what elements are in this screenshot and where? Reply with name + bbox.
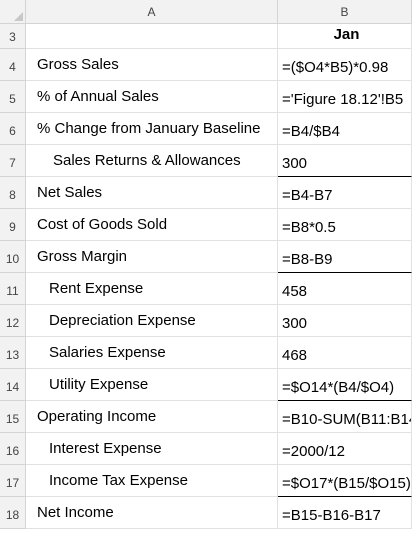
sheet-row-3: 3 Jan xyxy=(0,24,412,49)
select-all-triangle-icon xyxy=(14,12,23,21)
cell-a17[interactable]: Income Tax Expense xyxy=(26,465,278,497)
row-header[interactable]: 14 xyxy=(0,369,26,401)
cell-b11[interactable]: 458 xyxy=(278,273,412,305)
cell-b5[interactable]: ='Figure 18.12'!B5 xyxy=(278,81,412,113)
rows-container: 3 Jan 4 Gross Sales =($O4*B5)*0.98 5 % o… xyxy=(0,24,412,529)
cell-a3[interactable] xyxy=(26,24,278,49)
row-header[interactable]: 13 xyxy=(0,337,26,369)
cell-a12[interactable]: Depreciation Expense xyxy=(26,305,278,337)
cell-b7[interactable]: 300 xyxy=(278,145,412,177)
cell-a18[interactable]: Net Income xyxy=(26,497,278,529)
cell-b14[interactable]: =$O14*(B4/$O4) xyxy=(278,369,412,401)
sheet-row-7: 7 Sales Returns & Allowances 300 xyxy=(0,145,412,177)
row-header[interactable]: 3 xyxy=(0,24,26,49)
cell-b3[interactable]: Jan xyxy=(278,24,412,49)
cell-b10[interactable]: =B8-B9 xyxy=(278,241,412,273)
cell-a6[interactable]: % Change from January Baseline xyxy=(26,113,278,145)
cell-a8[interactable]: Net Sales xyxy=(26,177,278,209)
cell-a13[interactable]: Salaries Expense xyxy=(26,337,278,369)
cell-a11[interactable]: Rent Expense xyxy=(26,273,278,305)
row-header[interactable]: 5 xyxy=(0,81,26,113)
sheet-row-6: 6 % Change from January Baseline =B4/$B4 xyxy=(0,113,412,145)
cell-b18[interactable]: =B15-B16-B17 xyxy=(278,497,412,529)
row-header[interactable]: 12 xyxy=(0,305,26,337)
row-header[interactable]: 6 xyxy=(0,113,26,145)
cell-b6[interactable]: =B4/$B4 xyxy=(278,113,412,145)
row-header[interactable]: 7 xyxy=(0,145,26,177)
row-header[interactable]: 9 xyxy=(0,209,26,241)
row-header[interactable]: 11 xyxy=(0,273,26,305)
cell-a16[interactable]: Interest Expense xyxy=(26,433,278,465)
cell-a10[interactable]: Gross Margin xyxy=(26,241,278,273)
cell-b4[interactable]: =($O4*B5)*0.98 xyxy=(278,49,412,81)
row-header[interactable]: 10 xyxy=(0,241,26,273)
cell-a5[interactable]: % of Annual Sales xyxy=(26,81,278,113)
column-header-b[interactable]: B xyxy=(278,0,412,24)
cell-b16[interactable]: =2000/12 xyxy=(278,433,412,465)
sheet-row-17: 17 Income Tax Expense =$O17*(B15/$O15) xyxy=(0,465,412,497)
cell-b17[interactable]: =$O17*(B15/$O15) xyxy=(278,465,412,497)
sheet-row-10: 10 Gross Margin =B8-B9 xyxy=(0,241,412,273)
cell-b15[interactable]: =B10-SUM(B11:B14) xyxy=(278,401,412,433)
sheet-row-9: 9 Cost of Goods Sold =B8*0.5 xyxy=(0,209,412,241)
cell-b9[interactable]: =B8*0.5 xyxy=(278,209,412,241)
cell-a7[interactable]: Sales Returns & Allowances xyxy=(26,145,278,177)
sheet-row-14: 14 Utility Expense =$O14*(B4/$O4) xyxy=(0,369,412,401)
sheet-row-12: 12 Depreciation Expense 300 xyxy=(0,305,412,337)
row-header[interactable]: 17 xyxy=(0,465,26,497)
cell-b8[interactable]: =B4-B7 xyxy=(278,177,412,209)
row-header[interactable]: 16 xyxy=(0,433,26,465)
sheet-row-15: 15 Operating Income =B10-SUM(B11:B14) xyxy=(0,401,412,433)
sheet-row-16: 16 Interest Expense =2000/12 xyxy=(0,433,412,465)
column-header-a[interactable]: A xyxy=(26,0,278,24)
cell-a15[interactable]: Operating Income xyxy=(26,401,278,433)
row-header[interactable]: 4 xyxy=(0,49,26,81)
cell-a9[interactable]: Cost of Goods Sold xyxy=(26,209,278,241)
cell-a14[interactable]: Utility Expense xyxy=(26,369,278,401)
sheet-row-13: 13 Salaries Expense 468 xyxy=(0,337,412,369)
sheet-row-4: 4 Gross Sales =($O4*B5)*0.98 xyxy=(0,49,412,81)
select-all-corner[interactable] xyxy=(0,0,26,24)
cell-b12[interactable]: 300 xyxy=(278,305,412,337)
row-header[interactable]: 18 xyxy=(0,497,26,529)
row-header[interactable]: 15 xyxy=(0,401,26,433)
sheet-row-18: 18 Net Income =B15-B16-B17 xyxy=(0,497,412,529)
row-header[interactable]: 8 xyxy=(0,177,26,209)
sheet-row-11: 11 Rent Expense 458 xyxy=(0,273,412,305)
sheet-row-5: 5 % of Annual Sales ='Figure 18.12'!B5 xyxy=(0,81,412,113)
cell-a4[interactable]: Gross Sales xyxy=(26,49,278,81)
cell-b13[interactable]: 468 xyxy=(278,337,412,369)
sheet-row-8: 8 Net Sales =B4-B7 xyxy=(0,177,412,209)
